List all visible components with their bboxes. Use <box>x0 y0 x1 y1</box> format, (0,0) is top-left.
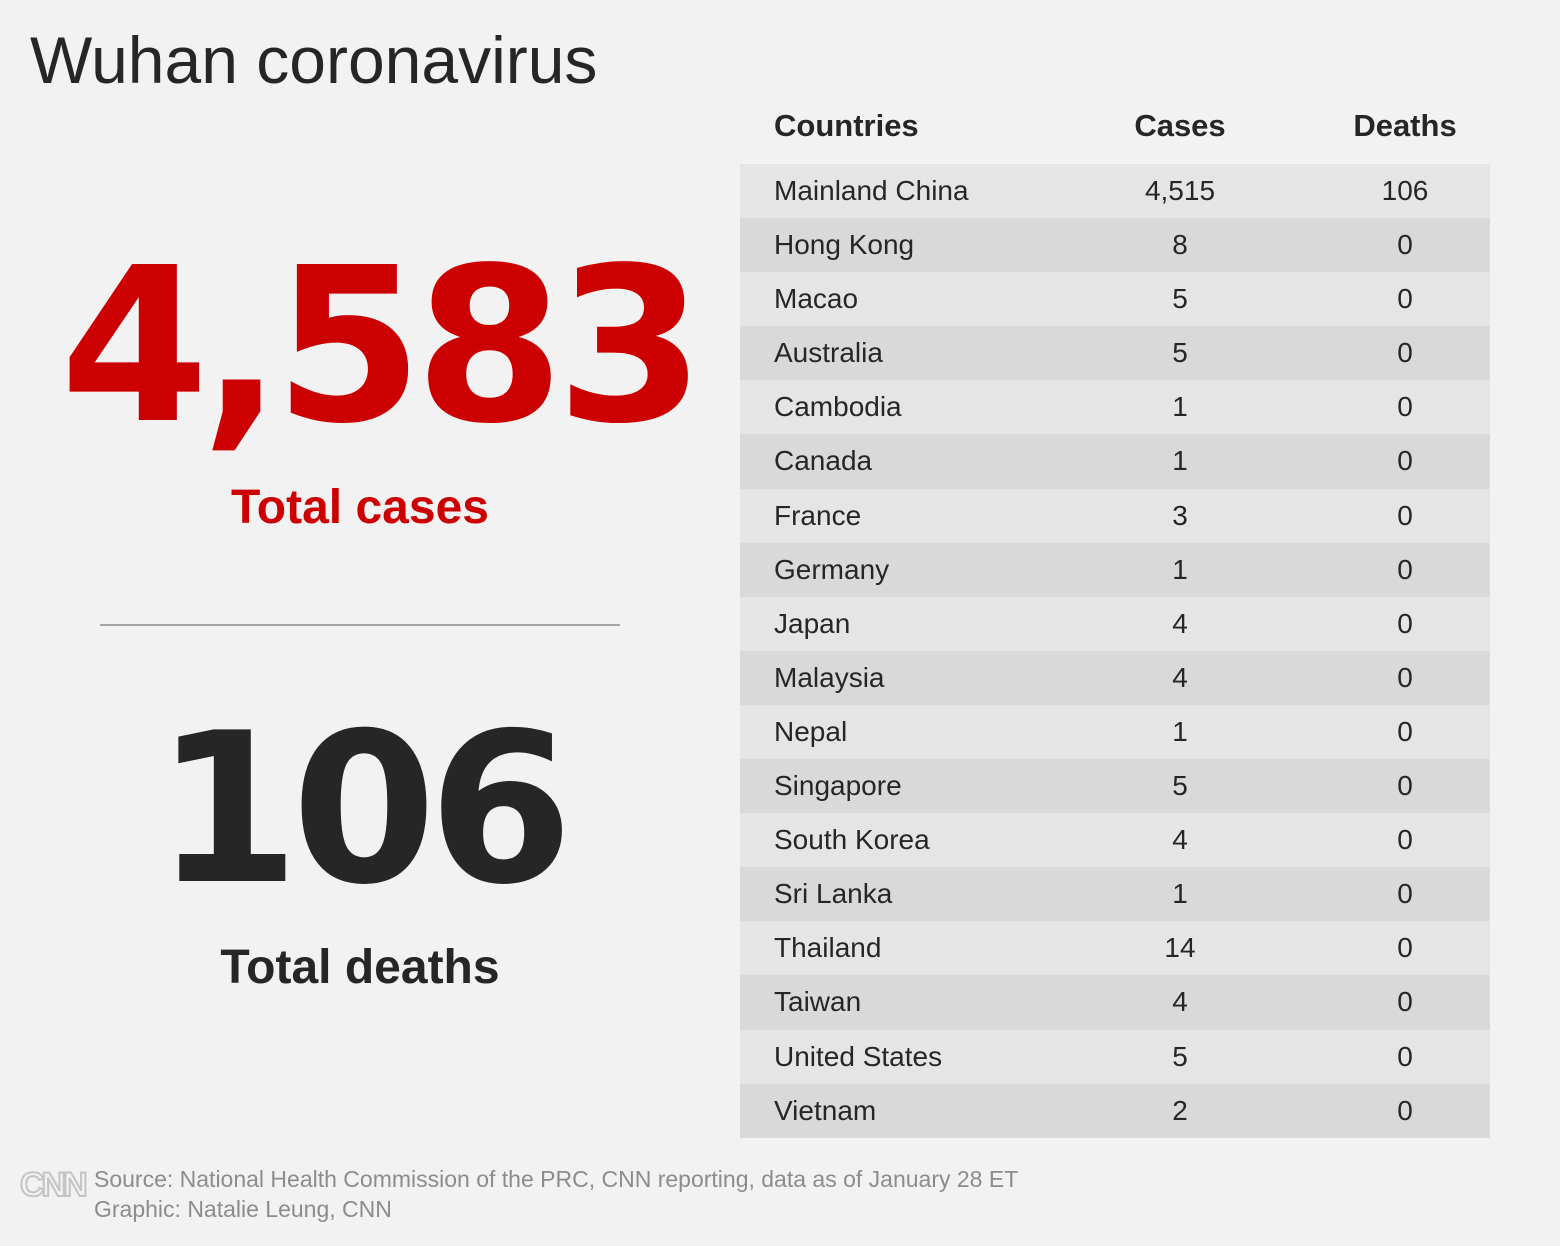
table-row: Cambodia 1 0 <box>740 380 1490 435</box>
table-row: Nepal 1 0 <box>740 704 1490 760</box>
cases-table: Mainland China 4,515 106 Hong Kong 8 0 Macao 5 0… <box>740 164 1490 1138</box>
cell-deaths: 0 <box>1397 283 1413 315</box>
table-row: Australia 5 0 <box>740 326 1490 381</box>
total-deaths-label: Total deaths <box>220 941 500 994</box>
table-row: Malaysia 4 0 <box>740 650 1490 705</box>
table-row: Taiwan 4 0 <box>740 975 1490 1030</box>
cell-deaths: 0 <box>1397 1040 1413 1072</box>
header-cases: Cases <box>1134 108 1226 143</box>
cell-cases: 1 <box>1172 878 1188 910</box>
table-row: South Korea 4 0 <box>740 813 1490 868</box>
cell-country: Japan <box>774 607 851 639</box>
cell-cases: 5 <box>1172 337 1188 369</box>
cell-country: Nepal <box>774 715 848 747</box>
table-row: Vietnam 2 0 <box>740 1083 1490 1138</box>
cnn-logo: CNN <box>19 1166 89 1204</box>
cell-cases: 4,515 <box>1144 175 1216 206</box>
cell-cases: 14 <box>1164 932 1196 964</box>
cell-country: Vietnam <box>774 1094 877 1126</box>
cell-country: Taiwan <box>774 986 862 1018</box>
table-row: Germany 1 0 <box>740 542 1490 597</box>
cell-country: Sri Lanka <box>774 878 893 910</box>
table-row: Macao 5 0 <box>740 272 1490 327</box>
cell-cases: 1 <box>1172 391 1188 423</box>
cell-deaths: 0 <box>1397 553 1413 585</box>
cell-deaths: 0 <box>1397 824 1413 856</box>
cell-country: Macao <box>774 283 859 315</box>
cell-cases: 5 <box>1172 1040 1188 1072</box>
table-row: Hong Kong 8 0 <box>740 218 1490 273</box>
cell-country: United States <box>774 1040 943 1072</box>
cell-cases: 8 <box>1172 229 1188 261</box>
table-row: Canada 1 0 <box>740 434 1490 489</box>
table-row: United States 5 0 <box>740 1029 1490 1084</box>
cell-deaths: 0 <box>1397 337 1413 369</box>
cell-cases: 4 <box>1172 607 1188 639</box>
cell-deaths: 106 <box>1381 175 1429 206</box>
cell-country: France <box>774 499 862 531</box>
cell-country: Cambodia <box>774 391 902 423</box>
cell-cases: 1 <box>1172 445 1188 477</box>
cell-country: Hong Kong <box>774 229 915 261</box>
table-row: Sri Lanka 1 0 <box>740 867 1490 922</box>
cell-country: South Korea <box>774 824 930 856</box>
cell-deaths: 0 <box>1397 445 1413 477</box>
graphic-credit: Graphic: Natalie Leung, CNN <box>94 1196 392 1222</box>
cell-deaths: 0 <box>1397 770 1413 802</box>
cell-cases: 4 <box>1172 661 1188 693</box>
cell-country: Mainland China <box>774 175 969 206</box>
total-deaths-number: 106 <box>154 689 573 931</box>
table-row: Japan 4 0 <box>740 596 1490 651</box>
footer: Source: National Health Commission of th… <box>94 1164 1018 1224</box>
table-row: Mainland China 4,515 106 <box>740 164 1490 219</box>
cell-deaths: 0 <box>1397 661 1413 693</box>
cell-cases: 5 <box>1172 770 1188 802</box>
cell-cases: 1 <box>1172 715 1188 747</box>
cell-deaths: 0 <box>1397 229 1413 261</box>
cell-cases: 2 <box>1172 1094 1188 1126</box>
summary-divider <box>100 624 620 626</box>
page-title: Wuhan coronavirus <box>30 23 598 97</box>
cell-country: Australia <box>774 337 883 369</box>
cell-deaths: 0 <box>1397 932 1413 964</box>
cell-cases: 4 <box>1172 824 1188 856</box>
cell-deaths: 0 <box>1397 391 1413 423</box>
cell-cases: 3 <box>1172 499 1188 531</box>
table-row: Singapore 5 0 <box>740 759 1490 814</box>
summary-panel: 4,583 Total cases 106 Total deaths <box>60 222 705 1040</box>
cell-deaths: 0 <box>1397 986 1413 1018</box>
cell-country: Thailand <box>774 932 882 964</box>
table-row: Thailand 14 0 <box>740 921 1490 976</box>
cell-country: Malaysia <box>774 661 885 693</box>
table-row: France 3 0 <box>740 488 1490 543</box>
cell-country: Singapore <box>774 770 902 802</box>
cell-cases: 4 <box>1172 986 1188 1018</box>
cell-country: Canada <box>774 445 873 477</box>
total-cases-number: 4,583 <box>60 222 705 471</box>
cell-cases: 5 <box>1172 283 1188 315</box>
cell-deaths: 0 <box>1397 607 1413 639</box>
header-deaths: Deaths <box>1353 108 1457 143</box>
total-cases-label: Total cases <box>231 481 489 534</box>
table-header: Countries Cases Deaths <box>740 108 1490 152</box>
header-countries: Countries <box>774 108 919 143</box>
cell-cases: 1 <box>1172 553 1188 585</box>
cell-deaths: 0 <box>1397 878 1413 910</box>
cell-deaths: 0 <box>1397 499 1413 531</box>
source-note: Source: National Health Commission of th… <box>94 1166 1019 1192</box>
cell-country: Germany <box>774 553 890 585</box>
cell-deaths: 0 <box>1397 715 1413 747</box>
cell-deaths: 0 <box>1397 1094 1413 1126</box>
